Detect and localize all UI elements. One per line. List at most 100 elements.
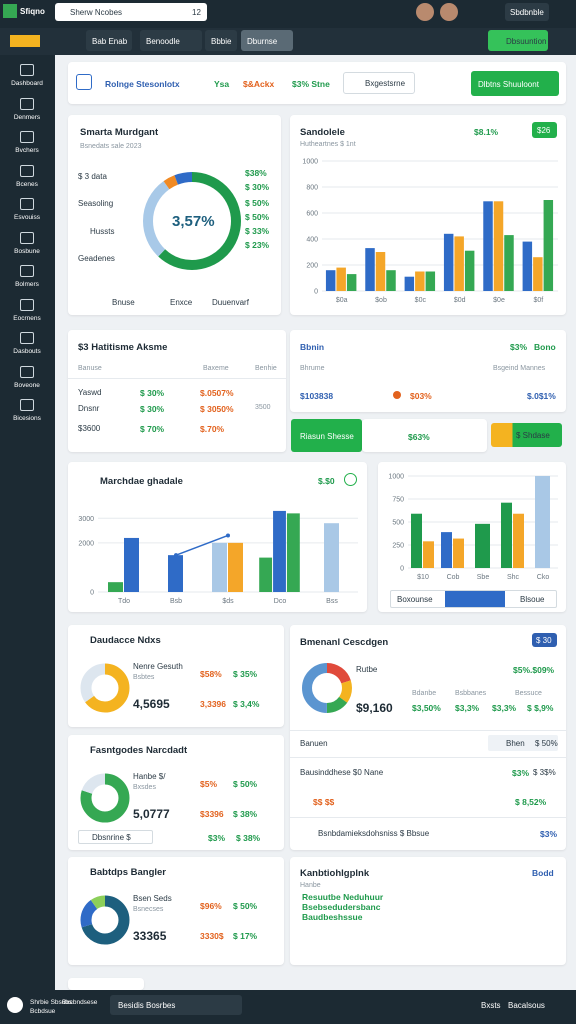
status-action[interactable] bbox=[291, 419, 362, 452]
bar bbox=[168, 555, 183, 592]
x-tick-label: $0e bbox=[493, 297, 505, 304]
search-box[interactable] bbox=[55, 3, 207, 21]
sidebar-icon[interactable] bbox=[20, 64, 34, 76]
sidebar-icon[interactable] bbox=[20, 298, 34, 311]
bottom-link[interactable]: Bxsts bbox=[481, 1001, 501, 1010]
nav-action-label[interactable]: Dbsuuntion bbox=[506, 37, 547, 46]
donut-chart bbox=[143, 172, 241, 270]
donut-segment bbox=[143, 172, 241, 270]
bottom-select-label[interactable]: Besidis Bosrbes bbox=[118, 1001, 176, 1010]
link-line[interactable]: Resuutbe Neduhuur bbox=[302, 892, 384, 902]
badge bbox=[532, 633, 557, 647]
table-cell: $ 3050% bbox=[200, 404, 234, 414]
sidebar-icon[interactable] bbox=[20, 97, 34, 110]
mini-name: Bsen Seds bbox=[133, 894, 172, 903]
status-action-label[interactable]: Riasun Shesse bbox=[300, 432, 354, 441]
card-action[interactable]: Bodd bbox=[532, 868, 554, 878]
y-tick-label: 1000 bbox=[388, 474, 404, 481]
nav-tab[interactable] bbox=[205, 30, 237, 51]
donut-chart bbox=[80, 895, 130, 945]
bottom-link[interactable]: Bacalsous bbox=[508, 1001, 545, 1010]
table-header: Bsbbanes bbox=[455, 690, 487, 697]
bottom-select[interactable] bbox=[110, 995, 242, 1015]
legend-entry: Duuenvarf bbox=[212, 298, 249, 307]
sidebar-icon[interactable] bbox=[20, 399, 34, 411]
sidebar-icon[interactable] bbox=[20, 265, 34, 277]
sidebar-label[interactable]: Denmers bbox=[13, 113, 41, 121]
bar bbox=[228, 542, 243, 592]
badge-label: $ 30 bbox=[536, 636, 552, 645]
card-title: Bmenanl Cescdgen bbox=[300, 637, 389, 648]
bar bbox=[346, 274, 357, 291]
nav-tab[interactable] bbox=[241, 30, 293, 51]
sidebar-label[interactable]: Esvouiss bbox=[13, 214, 41, 221]
nav-tab[interactable] bbox=[86, 30, 132, 51]
nav-tab[interactable] bbox=[140, 30, 202, 51]
sidebar-label[interactable]: Dashboard bbox=[11, 80, 43, 87]
export-button[interactable] bbox=[471, 71, 559, 96]
sidebar-icon[interactable] bbox=[20, 365, 34, 378]
bar bbox=[504, 235, 514, 291]
mini-kpi: $96% bbox=[200, 901, 222, 911]
line-point bbox=[174, 553, 178, 558]
bar bbox=[535, 476, 550, 568]
status-action[interactable] bbox=[491, 423, 562, 447]
link-line[interactable]: Baudbeshssue bbox=[302, 912, 363, 922]
sidebar-label[interactable]: Eocrnens bbox=[13, 314, 41, 322]
bottom-extra: Bxcbndsese bbox=[62, 999, 98, 1006]
tag[interactable] bbox=[488, 735, 558, 751]
nav-tab-label[interactable]: Bab Enab bbox=[92, 37, 128, 46]
tag-label: Bhen bbox=[506, 739, 525, 748]
table-cell: 3500 bbox=[255, 404, 271, 411]
side-value: $ 33% bbox=[245, 226, 270, 236]
nav-action[interactable] bbox=[488, 30, 548, 51]
x-tick-label: Bsb bbox=[170, 598, 182, 605]
sidebar-icon[interactable] bbox=[20, 198, 34, 210]
mini-kpi: $3396 bbox=[200, 809, 224, 819]
avatar[interactable] bbox=[416, 3, 434, 21]
sidebar-label[interactable]: Bicesions bbox=[13, 415, 41, 422]
nav-tab-label[interactable]: Benoodle bbox=[146, 37, 180, 46]
x-tick-label: Bss bbox=[326, 598, 338, 605]
sidebar-label[interactable]: Bolmers bbox=[15, 281, 39, 288]
trend-line bbox=[175, 534, 229, 556]
sidebar-icon[interactable] bbox=[20, 231, 34, 244]
donut-chart bbox=[80, 663, 130, 713]
donut-segment bbox=[302, 663, 352, 713]
bar bbox=[124, 537, 139, 592]
sidebar-label[interactable]: Bcenes bbox=[16, 180, 38, 188]
x-tick-label: Cko bbox=[537, 574, 550, 581]
icon bbox=[344, 473, 357, 486]
sidebar-label[interactable]: Bvchers bbox=[15, 147, 39, 154]
bottom-brand: Bcbdsue bbox=[30, 1008, 56, 1015]
account-button[interactable] bbox=[505, 3, 549, 21]
bar bbox=[259, 557, 273, 592]
bar-chart: 0 250 500 750 1000 $10 Cob Sbe Shc Cko bbox=[388, 474, 558, 581]
avatar[interactable] bbox=[440, 3, 458, 21]
x-tick-label: Tdo bbox=[118, 598, 130, 605]
summary-row: $ 3 data bbox=[78, 172, 107, 181]
link-line[interactable]: Hanbe bbox=[300, 882, 321, 889]
nav-tab-label[interactable]: Dburnse bbox=[247, 37, 278, 46]
filter-range[interactable]: Rolnge Stesonlotx bbox=[105, 79, 180, 89]
links-card bbox=[290, 857, 566, 965]
sidebar-icon[interactable] bbox=[20, 164, 34, 177]
sidebar-label[interactable]: Dasbouts bbox=[13, 348, 41, 355]
sidebar-icon[interactable] bbox=[20, 332, 34, 344]
nav-tab-label[interactable]: Bbbie bbox=[211, 37, 232, 46]
mini-footer[interactable] bbox=[78, 830, 153, 844]
y-tick-label: 800 bbox=[306, 185, 318, 192]
filter-search[interactable] bbox=[343, 72, 415, 94]
table-header: Banuse bbox=[78, 365, 102, 372]
breakdown-kpi: $3,3% bbox=[455, 703, 480, 713]
export-button-label[interactable]: Dlbtns Shuuloont bbox=[478, 80, 539, 89]
legend-bar[interactable] bbox=[390, 590, 557, 608]
legend-entry: Boxounse bbox=[397, 595, 433, 604]
link-line[interactable]: Bsebsedudersbanc bbox=[302, 902, 381, 912]
sidebar-label[interactable]: Boveone bbox=[14, 381, 40, 389]
status-action-label[interactable]: $ Shdase bbox=[516, 431, 550, 440]
sidebar-icon[interactable] bbox=[20, 131, 34, 143]
nav-logo bbox=[10, 35, 40, 47]
sidebar-label[interactable]: Bosbune bbox=[14, 247, 40, 255]
brand: Sfiqno bbox=[20, 7, 45, 16]
